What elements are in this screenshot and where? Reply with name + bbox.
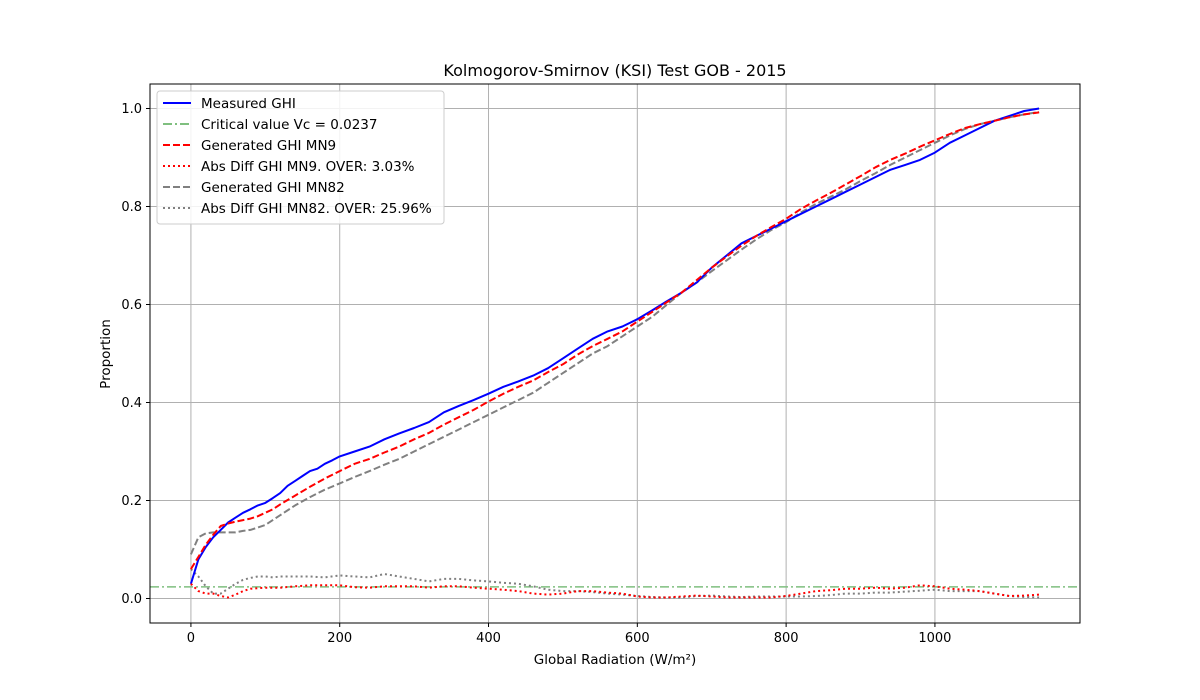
series-line-0 [189, 107, 1040, 585]
legend-label: Generated GHI MN9 [201, 138, 336, 154]
x-axis-label: Global Radiation (W/m²) [534, 652, 696, 668]
y-tick-label: 0.4 [121, 396, 142, 411]
series-line-4 [190, 568, 1040, 599]
x-tick-label: 0 [187, 631, 195, 646]
legend-label: Abs Diff GHI MN82. OVER: 25.96% [201, 201, 432, 217]
y-axis-label: Proportion [98, 319, 114, 389]
plot-frame [149, 83, 1081, 624]
y-tick-label: 0.2 [121, 494, 142, 509]
x-tick-label: 1000 [918, 631, 951, 646]
x-tick-label: 800 [774, 631, 799, 646]
series-lines [150, 107, 1080, 599]
legend: Measured GHI Critical value Vc = 0.0237 Ge… [156, 90, 445, 225]
series-line-3 [189, 110, 1040, 555]
y-tick-label: 1.0 [121, 102, 142, 117]
y-tick-label: 0.8 [121, 200, 142, 215]
legend-label: Measured GHI [201, 96, 296, 112]
x-tick-label: 400 [476, 631, 501, 646]
series-line-2 [190, 583, 1040, 599]
chart-title: Kolmogorov-Smirnov (KSI) Test GOB - 2015 [443, 61, 786, 80]
legend-label: Critical value Vc = 0.0237 [201, 117, 377, 133]
axis-ticks: 0 200 400 600 800 1000 0.0 0.2 0.4 0.6 0.8 1.0 [121, 102, 951, 646]
series-line-1 [190, 111, 1040, 570]
y-tick-label: 0.0 [121, 592, 142, 607]
x-tick-label: 600 [625, 631, 650, 646]
legend-box [156, 90, 445, 225]
legend-label: Generated GHI MN82 [201, 180, 345, 196]
legend-label: Abs Diff GHI MN9. OVER: 3.03% [201, 159, 415, 175]
y-tick-label: 0.6 [121, 298, 142, 313]
x-tick-label: 200 [327, 631, 352, 646]
